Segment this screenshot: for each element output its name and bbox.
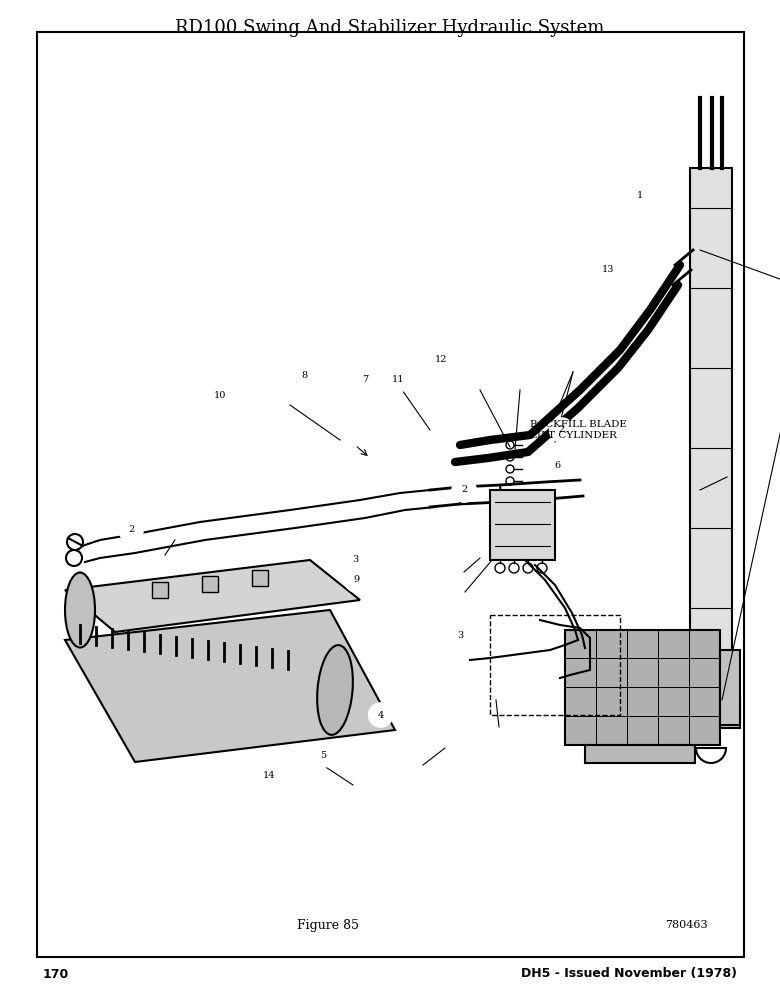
Text: 13: 13	[602, 265, 615, 274]
Circle shape	[257, 763, 281, 787]
Text: 5: 5	[321, 750, 327, 760]
Text: 14: 14	[263, 770, 275, 780]
Bar	[682, 698, 740, 728]
Bar	[202, 576, 218, 592]
Text: 6: 6	[555, 460, 561, 470]
Text: RD100 Swing And Stabilizer Hydraulic System: RD100 Swing And Stabilizer Hydraulic Sys…	[176, 19, 604, 37]
Circle shape	[208, 383, 232, 407]
Text: 3: 3	[352, 556, 358, 564]
Circle shape	[312, 743, 335, 767]
Circle shape	[628, 183, 651, 207]
Circle shape	[292, 363, 316, 387]
Text: BACKFILL BLADE
LIFT CYLINDER: BACKFILL BLADE LIFT CYLINDER	[530, 420, 627, 440]
Text: 4: 4	[378, 710, 384, 720]
Text: 780463: 780463	[665, 920, 707, 930]
Bar	[585, 745, 695, 763]
Text: 9: 9	[353, 576, 360, 584]
Bar	[690, 168, 732, 698]
Circle shape	[550, 418, 573, 442]
Circle shape	[386, 368, 410, 392]
Text: 10: 10	[214, 390, 226, 399]
Text: 11: 11	[392, 375, 404, 384]
Bar	[565, 630, 720, 745]
Text: 12: 12	[434, 356, 447, 364]
Circle shape	[429, 348, 452, 372]
Text: DH5 - Issued November (1978): DH5 - Issued November (1978)	[521, 968, 737, 980]
Bar	[152, 582, 168, 598]
Bar	[252, 570, 268, 586]
Text: 2: 2	[128, 526, 134, 534]
Polygon shape	[65, 560, 360, 632]
Circle shape	[345, 568, 368, 592]
Text: 7: 7	[362, 375, 368, 384]
Circle shape	[353, 368, 377, 392]
Circle shape	[119, 518, 143, 542]
Polygon shape	[65, 610, 395, 762]
Ellipse shape	[317, 645, 353, 735]
Text: 2: 2	[558, 426, 565, 434]
Bar	[490, 615, 620, 715]
Text: 1: 1	[636, 190, 643, 200]
Bar	[720, 650, 740, 725]
Text: 2: 2	[461, 486, 467, 494]
Ellipse shape	[65, 572, 95, 648]
Text: 8: 8	[301, 370, 307, 379]
Text: 3: 3	[457, 631, 463, 640]
Circle shape	[369, 703, 392, 727]
Circle shape	[343, 548, 367, 572]
Circle shape	[597, 258, 620, 282]
Text: 170: 170	[43, 968, 69, 980]
Text: Figure 85: Figure 85	[296, 918, 359, 932]
Circle shape	[452, 478, 476, 502]
Circle shape	[546, 453, 569, 477]
Circle shape	[448, 623, 472, 647]
Bar	[490, 490, 555, 560]
